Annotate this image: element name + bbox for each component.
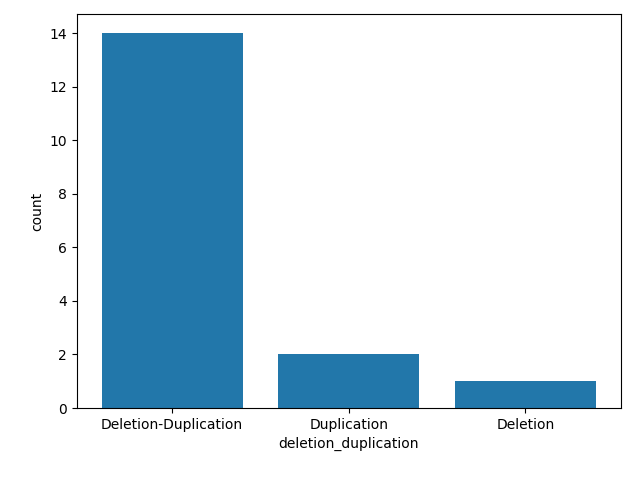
Y-axis label: count: count [30,192,44,231]
Bar [102,33,243,408]
Bar [278,354,419,408]
X-axis label: deletion_duplication: deletion_duplication [278,437,419,451]
Bar [455,381,596,408]
